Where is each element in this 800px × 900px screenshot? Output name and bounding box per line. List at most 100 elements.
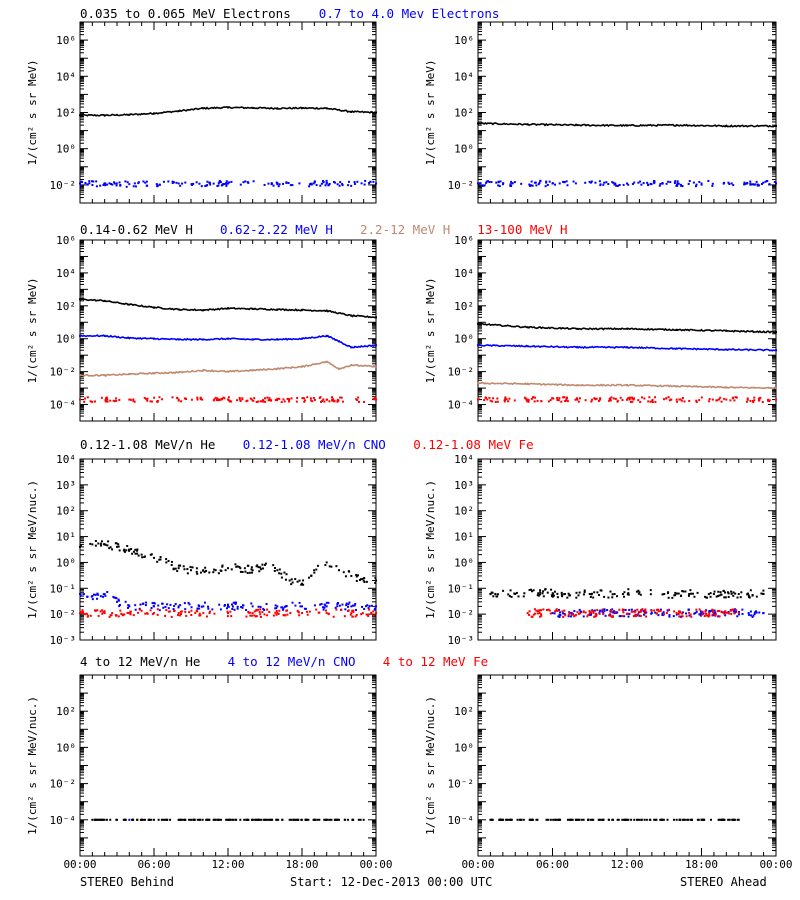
data-point bbox=[198, 612, 201, 615]
data-point bbox=[228, 399, 231, 402]
data-point bbox=[209, 183, 212, 186]
data-point bbox=[372, 180, 375, 183]
data-point bbox=[350, 574, 353, 577]
data-point bbox=[601, 818, 604, 821]
data-point bbox=[663, 593, 666, 596]
data-point bbox=[654, 400, 657, 403]
data-point bbox=[117, 599, 120, 602]
data-point bbox=[675, 592, 678, 595]
data-point bbox=[589, 181, 592, 184]
data-point bbox=[302, 583, 305, 586]
data-point bbox=[248, 571, 251, 574]
y-tick-label: 10⁴ bbox=[454, 453, 474, 466]
data-point bbox=[375, 316, 377, 319]
data-point bbox=[565, 180, 568, 183]
data-point bbox=[79, 374, 81, 377]
data-point bbox=[313, 571, 316, 574]
data-point bbox=[290, 818, 293, 821]
data-point bbox=[108, 615, 111, 618]
data-point bbox=[294, 604, 297, 607]
data-point bbox=[179, 614, 182, 617]
data-point bbox=[202, 309, 205, 312]
data-point bbox=[709, 610, 712, 613]
data-point bbox=[202, 338, 205, 341]
data-point bbox=[707, 179, 710, 182]
data-point bbox=[354, 608, 357, 611]
data-point bbox=[272, 184, 275, 187]
data-point bbox=[540, 400, 543, 403]
data-point bbox=[717, 590, 720, 593]
data-point bbox=[540, 613, 543, 616]
data-point bbox=[199, 818, 202, 821]
data-point bbox=[153, 337, 155, 340]
data-point bbox=[150, 400, 153, 403]
data-point bbox=[683, 400, 686, 403]
data-point bbox=[723, 596, 726, 599]
data-point bbox=[188, 818, 191, 821]
data-point bbox=[682, 590, 685, 593]
data-point bbox=[347, 180, 350, 183]
data-point bbox=[694, 612, 697, 615]
data-point bbox=[351, 609, 354, 612]
data-point bbox=[250, 566, 253, 569]
data-point bbox=[576, 327, 579, 330]
data-point bbox=[527, 399, 530, 402]
data-point bbox=[599, 184, 602, 187]
data-point bbox=[675, 347, 678, 350]
data-point bbox=[101, 595, 104, 598]
data-point bbox=[509, 818, 512, 821]
data-point bbox=[576, 398, 579, 401]
data-point bbox=[731, 818, 734, 821]
data-point bbox=[352, 818, 355, 821]
data-point bbox=[678, 615, 681, 618]
data-point bbox=[370, 604, 373, 607]
data-point bbox=[524, 397, 527, 400]
data-point bbox=[577, 594, 580, 597]
data-point bbox=[127, 604, 130, 607]
data-point bbox=[675, 328, 678, 331]
data-point bbox=[562, 180, 565, 183]
y-tick-label: 10² bbox=[56, 107, 76, 120]
data-point bbox=[206, 180, 209, 183]
data-point bbox=[265, 818, 268, 821]
data-point bbox=[268, 399, 271, 402]
data-point bbox=[602, 613, 605, 616]
data-point bbox=[141, 602, 144, 605]
data-point bbox=[294, 578, 297, 581]
data-point bbox=[719, 591, 722, 594]
data-point bbox=[203, 601, 206, 604]
data-point bbox=[688, 593, 691, 596]
data-point bbox=[727, 595, 730, 598]
data-point bbox=[202, 107, 205, 110]
data-point bbox=[291, 601, 294, 604]
data-point bbox=[341, 603, 344, 606]
data-point bbox=[732, 184, 735, 187]
data-point bbox=[740, 591, 743, 594]
data-point bbox=[162, 180, 165, 183]
series-1 bbox=[79, 590, 377, 612]
y-tick-label: 10⁰ bbox=[56, 741, 76, 754]
data-point bbox=[643, 397, 646, 400]
data-point bbox=[607, 596, 610, 599]
data-point bbox=[549, 399, 552, 402]
data-point bbox=[355, 579, 358, 582]
data-point bbox=[535, 184, 538, 187]
data-point bbox=[587, 818, 590, 821]
data-point bbox=[626, 398, 628, 401]
data-point bbox=[732, 594, 735, 597]
data-point bbox=[552, 818, 555, 821]
data-point bbox=[219, 398, 222, 401]
data-point bbox=[150, 553, 153, 556]
data-point bbox=[327, 601, 330, 604]
data-point bbox=[145, 398, 148, 401]
data-point bbox=[229, 610, 232, 613]
data-point bbox=[146, 184, 149, 187]
data-point bbox=[205, 569, 208, 572]
data-point bbox=[603, 595, 606, 598]
data-point bbox=[593, 609, 596, 612]
data-point bbox=[140, 609, 143, 612]
data-point bbox=[755, 180, 758, 183]
data-point bbox=[365, 605, 368, 608]
data-point bbox=[350, 184, 353, 187]
